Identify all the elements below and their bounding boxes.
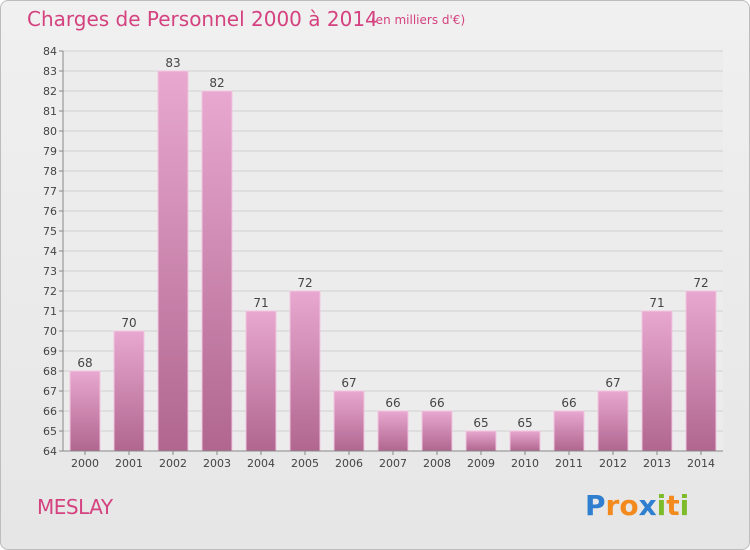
bar	[509, 430, 541, 452]
bar	[597, 390, 629, 452]
bar	[377, 410, 409, 452]
logo-letter: P	[585, 489, 606, 522]
y-tick-label: 74	[43, 245, 57, 258]
x-tick-label: 2001	[115, 457, 143, 470]
data-label: 67	[605, 376, 620, 390]
data-label: 67	[341, 376, 356, 390]
data-label: 66	[429, 396, 444, 410]
bar	[465, 430, 497, 452]
x-tick-label: 2011	[555, 457, 583, 470]
data-label: 82	[209, 76, 224, 90]
bar	[333, 390, 365, 452]
proxiti-logo: Proxiti	[585, 489, 689, 522]
y-tick-label: 71	[43, 305, 57, 318]
bar	[685, 290, 717, 452]
data-label: 66	[561, 396, 576, 410]
x-tick-label: 2002	[159, 457, 187, 470]
bar	[289, 290, 321, 452]
data-label: 65	[473, 416, 488, 430]
data-label: 72	[297, 276, 312, 290]
x-tick-label: 2006	[335, 457, 363, 470]
x-tick-label: 2009	[467, 457, 495, 470]
y-tick-label: 70	[43, 325, 57, 338]
bar	[157, 70, 189, 452]
data-label: 65	[517, 416, 532, 430]
x-tick-label: 2000	[71, 457, 99, 470]
y-tick-label: 69	[43, 345, 57, 358]
x-tick-label: 2013	[643, 457, 671, 470]
data-label: 71	[649, 296, 664, 310]
x-tick-label: 2012	[599, 457, 627, 470]
y-tick-label: 84	[43, 45, 57, 58]
y-tick-label: 79	[43, 145, 57, 158]
x-tick-label: 2004	[247, 457, 275, 470]
logo-letter: x	[638, 489, 657, 522]
logo-letter: i	[656, 489, 667, 522]
logo-letter: o	[619, 489, 639, 522]
y-tick-label: 75	[43, 225, 57, 238]
bar	[553, 410, 585, 452]
y-tick-label: 66	[43, 405, 57, 418]
y-tick-label: 67	[43, 385, 57, 398]
y-tick-label: 73	[43, 265, 57, 278]
y-tick-label: 82	[43, 85, 57, 98]
commune-name: MESLAY	[37, 495, 113, 519]
data-label: 72	[693, 276, 708, 290]
data-label: 68	[77, 356, 92, 370]
bar	[201, 90, 233, 452]
data-label: 66	[385, 396, 400, 410]
y-tick-label: 65	[43, 425, 57, 438]
y-tick-label: 68	[43, 365, 57, 378]
x-tick-label: 2007	[379, 457, 407, 470]
bar	[69, 370, 101, 452]
y-tick-label: 77	[43, 185, 57, 198]
bar	[245, 310, 277, 452]
chart-subtitle: (en milliers d'€)	[371, 13, 466, 27]
y-tick-label: 78	[43, 165, 57, 178]
bar	[641, 310, 673, 452]
y-tick-label: 72	[43, 285, 57, 298]
logo-letter: i	[679, 489, 690, 522]
data-label: 71	[253, 296, 268, 310]
x-tick-label: 2005	[291, 457, 319, 470]
x-tick-label: 2010	[511, 457, 539, 470]
bar	[421, 410, 453, 452]
y-tick-label: 76	[43, 205, 57, 218]
x-tick-label: 2014	[687, 457, 715, 470]
data-label: 83	[165, 56, 180, 70]
y-tick-label: 81	[43, 105, 57, 118]
y-tick-label: 83	[43, 65, 57, 78]
y-tick-label: 64	[43, 445, 57, 458]
data-label: 70	[121, 316, 136, 330]
y-tick-label: 80	[43, 125, 57, 138]
bar	[113, 330, 145, 452]
logo-letter: t	[666, 489, 680, 522]
x-tick-label: 2008	[423, 457, 451, 470]
chart-title: Charges de Personnel 2000 à 2014	[27, 7, 378, 31]
logo-letter: r	[605, 489, 620, 522]
x-tick-label: 2003	[203, 457, 231, 470]
